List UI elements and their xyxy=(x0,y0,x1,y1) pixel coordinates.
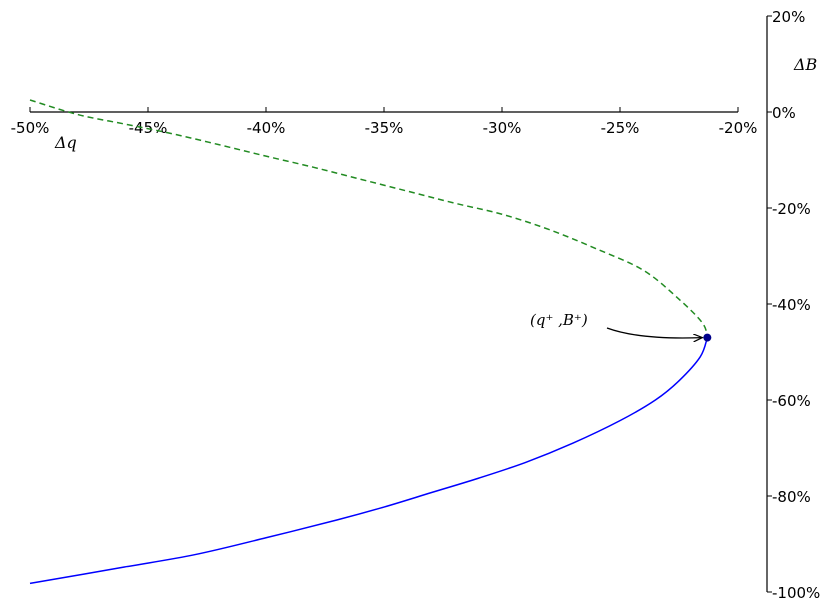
x-tick-label: -20% xyxy=(719,119,758,137)
x-axis-title: Δq xyxy=(54,133,77,152)
annotation-group: (q⁺ ,B⁺) xyxy=(530,311,712,342)
x-tick-label: -25% xyxy=(601,119,640,137)
x-axis: -50% -45% -40% -35% -30% -25% -20% xyxy=(11,107,758,137)
y-tick-label: 0% xyxy=(772,104,796,122)
x-tick-label: -40% xyxy=(247,119,286,137)
annotation-arrow xyxy=(606,327,702,338)
x-tick-label: -35% xyxy=(365,119,404,137)
series-line-dashed xyxy=(29,99,709,338)
y-tick-label: -20% xyxy=(772,200,811,218)
y-tick-label: -100% xyxy=(772,584,820,602)
x-tick-label: -30% xyxy=(483,119,522,137)
y-axis-title: ΔB xyxy=(793,55,818,74)
y-tick-label: -40% xyxy=(772,296,811,314)
series-line-solid xyxy=(29,337,709,585)
y-tick-label: 20% xyxy=(772,8,805,26)
series-group xyxy=(29,99,709,585)
point-annotation-label: (q⁺ ,B⁺) xyxy=(530,311,588,329)
y-axis: 20% 0% -20% -40% -60% -80% -100% xyxy=(766,8,820,602)
x-tick-label: -50% xyxy=(11,119,50,137)
y-tick-label: -60% xyxy=(772,392,811,410)
y-tick-label: -80% xyxy=(772,488,811,506)
critical-point-marker xyxy=(703,333,712,342)
